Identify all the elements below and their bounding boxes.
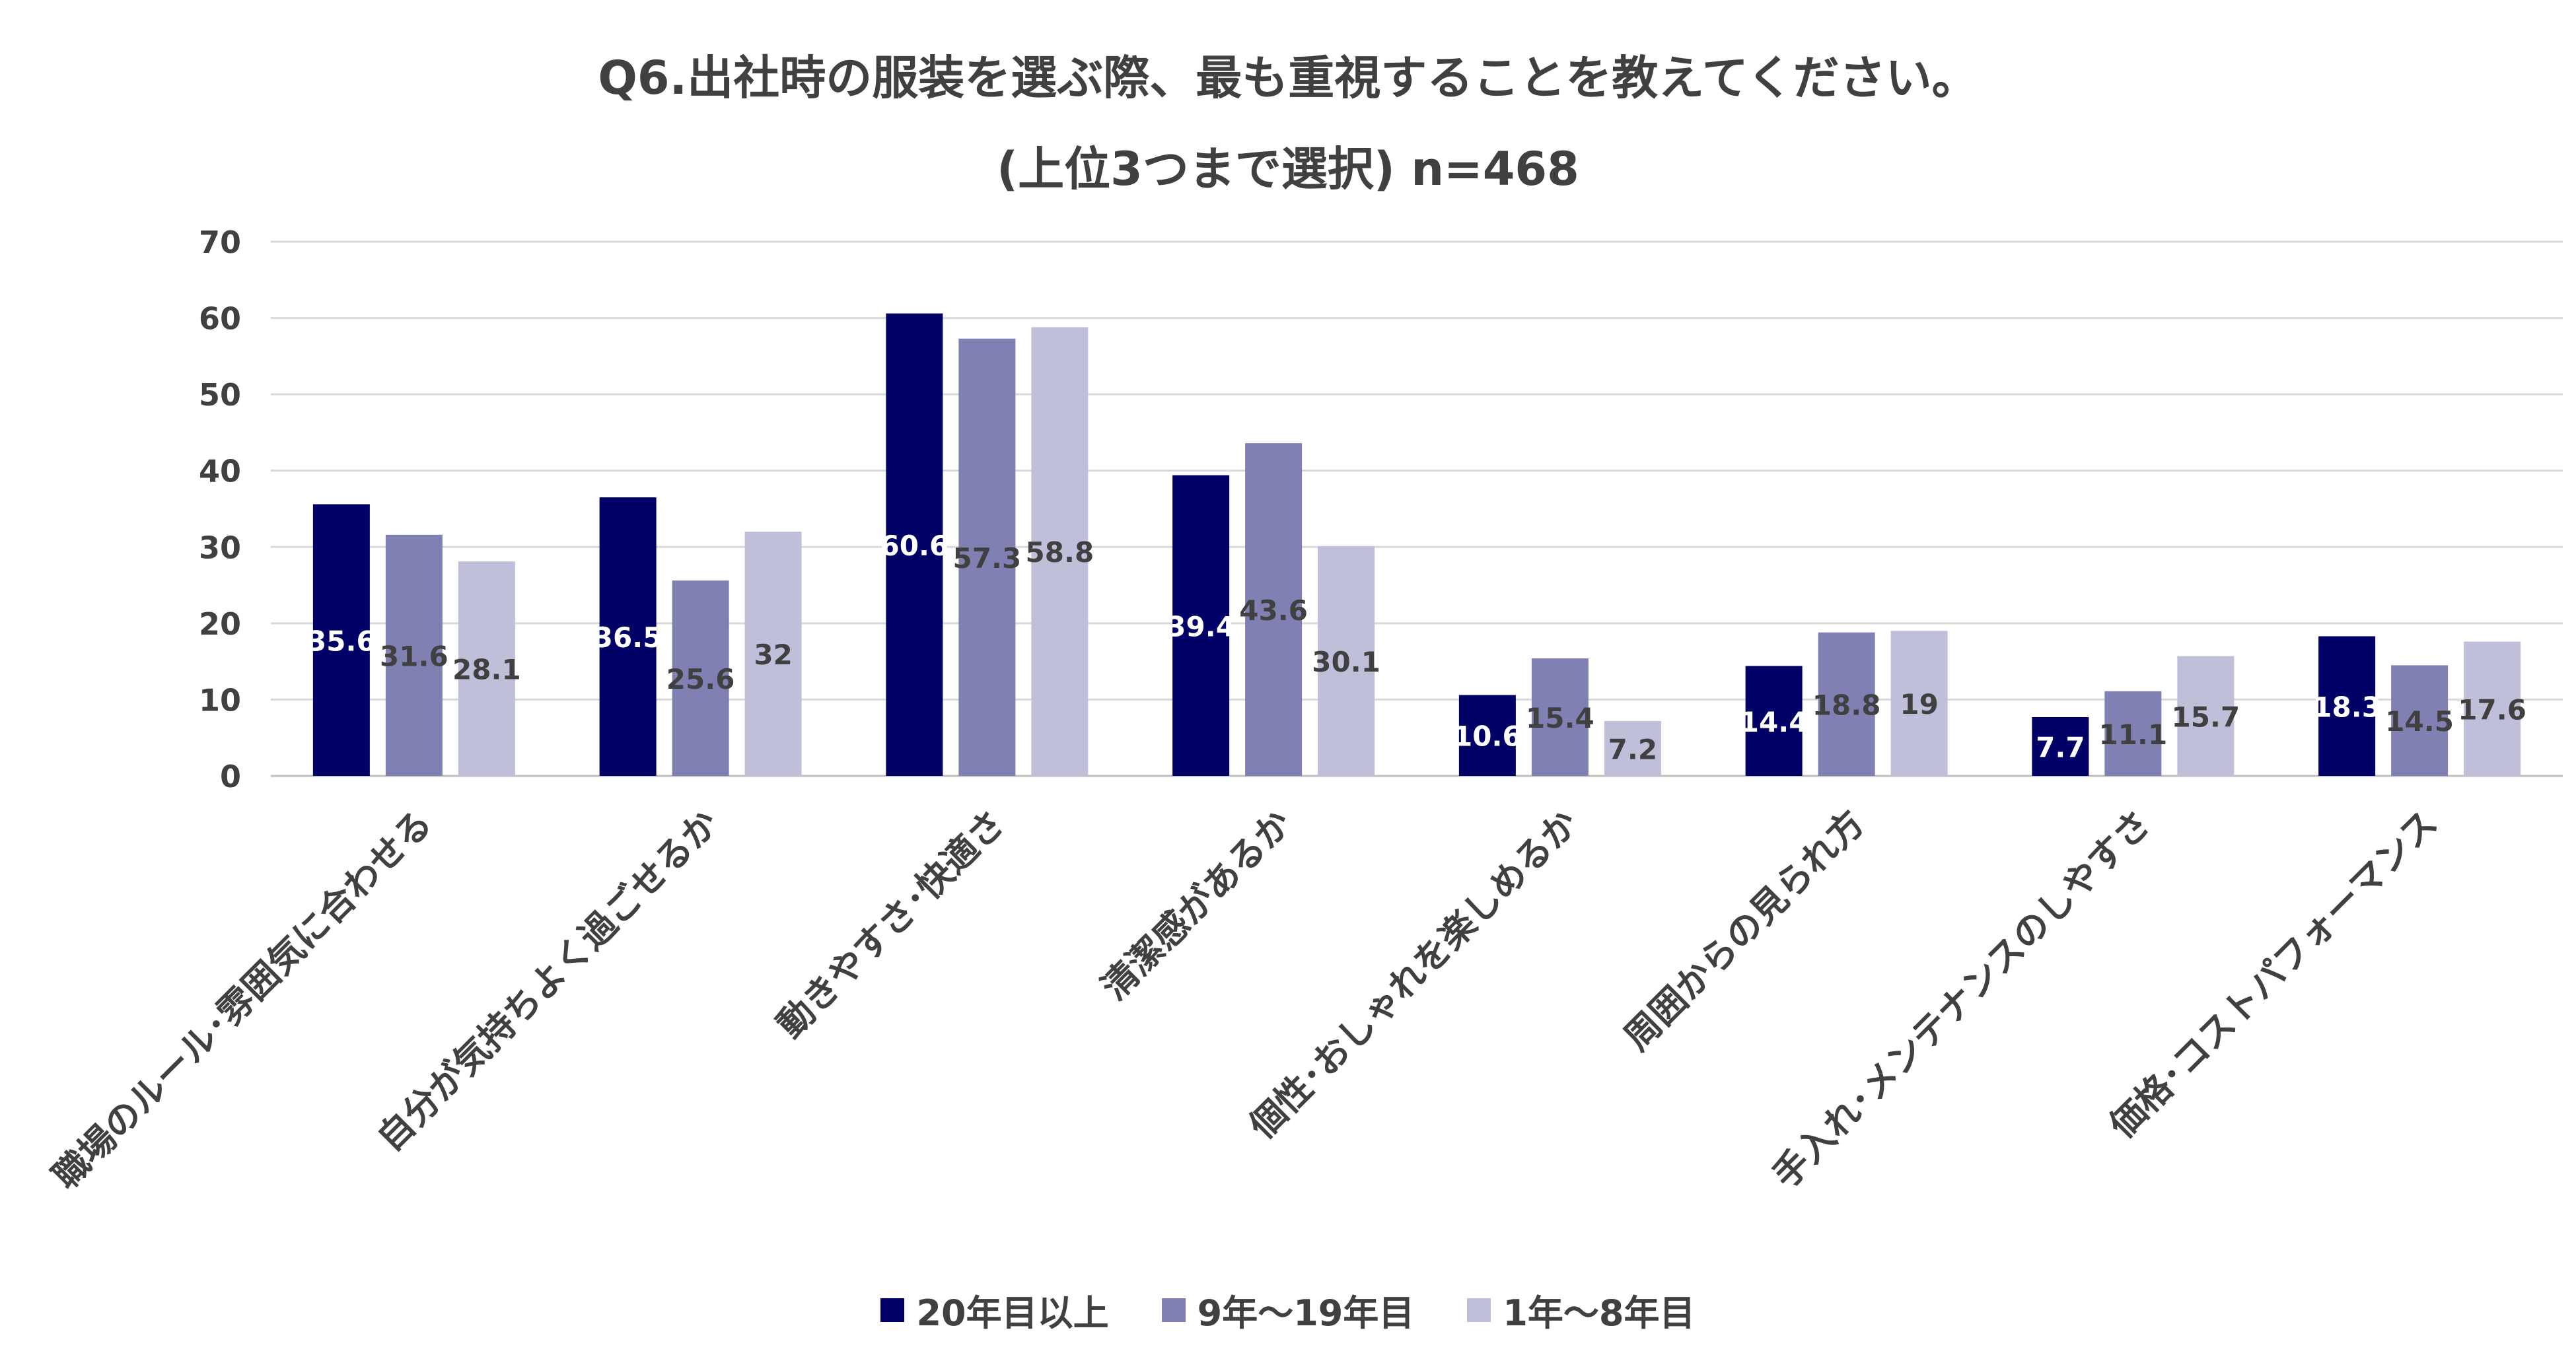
legend-label-1-8y: 1年～8年目 xyxy=(1503,1292,1696,1334)
data-label: 25.6 xyxy=(666,663,735,695)
bar xyxy=(1245,443,1303,776)
legend-item-20y: 20年目以上 xyxy=(880,1284,1109,1336)
legend-label-20y: 20年目以上 xyxy=(916,1292,1109,1334)
data-label: 35.6 xyxy=(307,625,376,657)
bar xyxy=(672,580,729,776)
x-tick-label: 動きやすさ･快適さ xyxy=(769,802,1013,1046)
data-label: 31.6 xyxy=(380,640,448,672)
bar xyxy=(2464,641,2521,776)
y-tick-label: 10 xyxy=(199,682,241,718)
bar xyxy=(1031,327,1089,776)
y-tick-label: 70 xyxy=(199,225,241,260)
data-label: 18.8 xyxy=(1812,689,1881,721)
bar xyxy=(2391,665,2449,776)
bar xyxy=(1818,632,1875,776)
chart-subtitle: (上位3つまで選択) n=468 xyxy=(997,142,1579,196)
data-label: 60.6 xyxy=(880,530,949,562)
data-label: 19 xyxy=(1900,688,1938,720)
data-label: 15.4 xyxy=(1526,702,1594,734)
data-label: 30.1 xyxy=(1312,646,1380,678)
y-tick-label: 30 xyxy=(199,530,241,565)
bar xyxy=(958,338,1016,776)
bar xyxy=(599,497,657,776)
legend-label-9-19y: 9年～19年目 xyxy=(1197,1292,1415,1334)
data-label: 32 xyxy=(754,639,792,671)
legend-swatch-1-8y xyxy=(1467,1298,1491,1322)
bar xyxy=(2032,717,2089,776)
bar xyxy=(385,534,443,776)
legend-swatch-20y xyxy=(880,1298,905,1322)
x-tick-label: 周囲からの見られ方 xyxy=(1616,802,1873,1059)
bar xyxy=(1604,720,1661,776)
data-label: 10.6 xyxy=(1453,720,1522,753)
x-tick-label: 自分が気持ちよく過ごせるか xyxy=(369,802,727,1160)
legend: 20年目以上 9年～19年目 1年～8年目 xyxy=(0,1284,2576,1336)
x-tick-label: 個性･おしゃれを楽しめるか xyxy=(1241,802,1587,1148)
bar xyxy=(2177,656,2235,776)
y-tick-label: 40 xyxy=(199,454,241,489)
data-label: 14.5 xyxy=(2385,705,2454,738)
bar xyxy=(1745,666,1803,776)
data-label: 17.6 xyxy=(2458,693,2526,726)
y-tick-label: 20 xyxy=(199,606,241,642)
bar xyxy=(1172,475,1230,776)
bar xyxy=(458,561,515,776)
data-label: 11.1 xyxy=(2099,718,2168,751)
data-label: 7.2 xyxy=(1608,733,1657,765)
y-tick-label: 50 xyxy=(199,377,241,413)
x-tick-label: 清潔感があるか xyxy=(1093,802,1299,1008)
bar xyxy=(1318,546,1375,776)
legend-item-1-8y: 1年～8年目 xyxy=(1467,1284,1696,1336)
data-label: 58.8 xyxy=(1026,536,1094,569)
data-label: 43.6 xyxy=(1239,594,1308,627)
bar xyxy=(1890,631,1948,776)
y-tick-label: 60 xyxy=(199,301,241,337)
bar xyxy=(1531,658,1589,776)
data-label: 36.5 xyxy=(594,621,662,654)
data-label: 28.1 xyxy=(452,654,521,686)
data-label: 18.3 xyxy=(2312,691,2381,723)
bar xyxy=(2104,691,2162,776)
data-label: 14.4 xyxy=(1740,706,1808,738)
data-label: 7.7 xyxy=(2036,732,2085,764)
bar xyxy=(1458,695,1516,776)
x-tick-label: 価格･コストパフォーマンス xyxy=(2101,802,2446,1147)
bar xyxy=(2318,636,2376,776)
data-label: 15.7 xyxy=(2172,701,2240,733)
y-tick-label: 0 xyxy=(220,759,241,794)
legend-swatch-9-19y xyxy=(1161,1298,1186,1322)
data-label: 57.3 xyxy=(953,542,1022,575)
bar xyxy=(744,532,802,776)
data-label: 39.4 xyxy=(1166,610,1235,643)
legend-item-9-19y: 9年～19年目 xyxy=(1161,1284,1415,1336)
bar xyxy=(886,313,943,776)
bar xyxy=(312,504,370,776)
chart-title: Q6.出社時の服装を選ぶ際、最も重視することを教えてください。 xyxy=(598,51,1978,105)
